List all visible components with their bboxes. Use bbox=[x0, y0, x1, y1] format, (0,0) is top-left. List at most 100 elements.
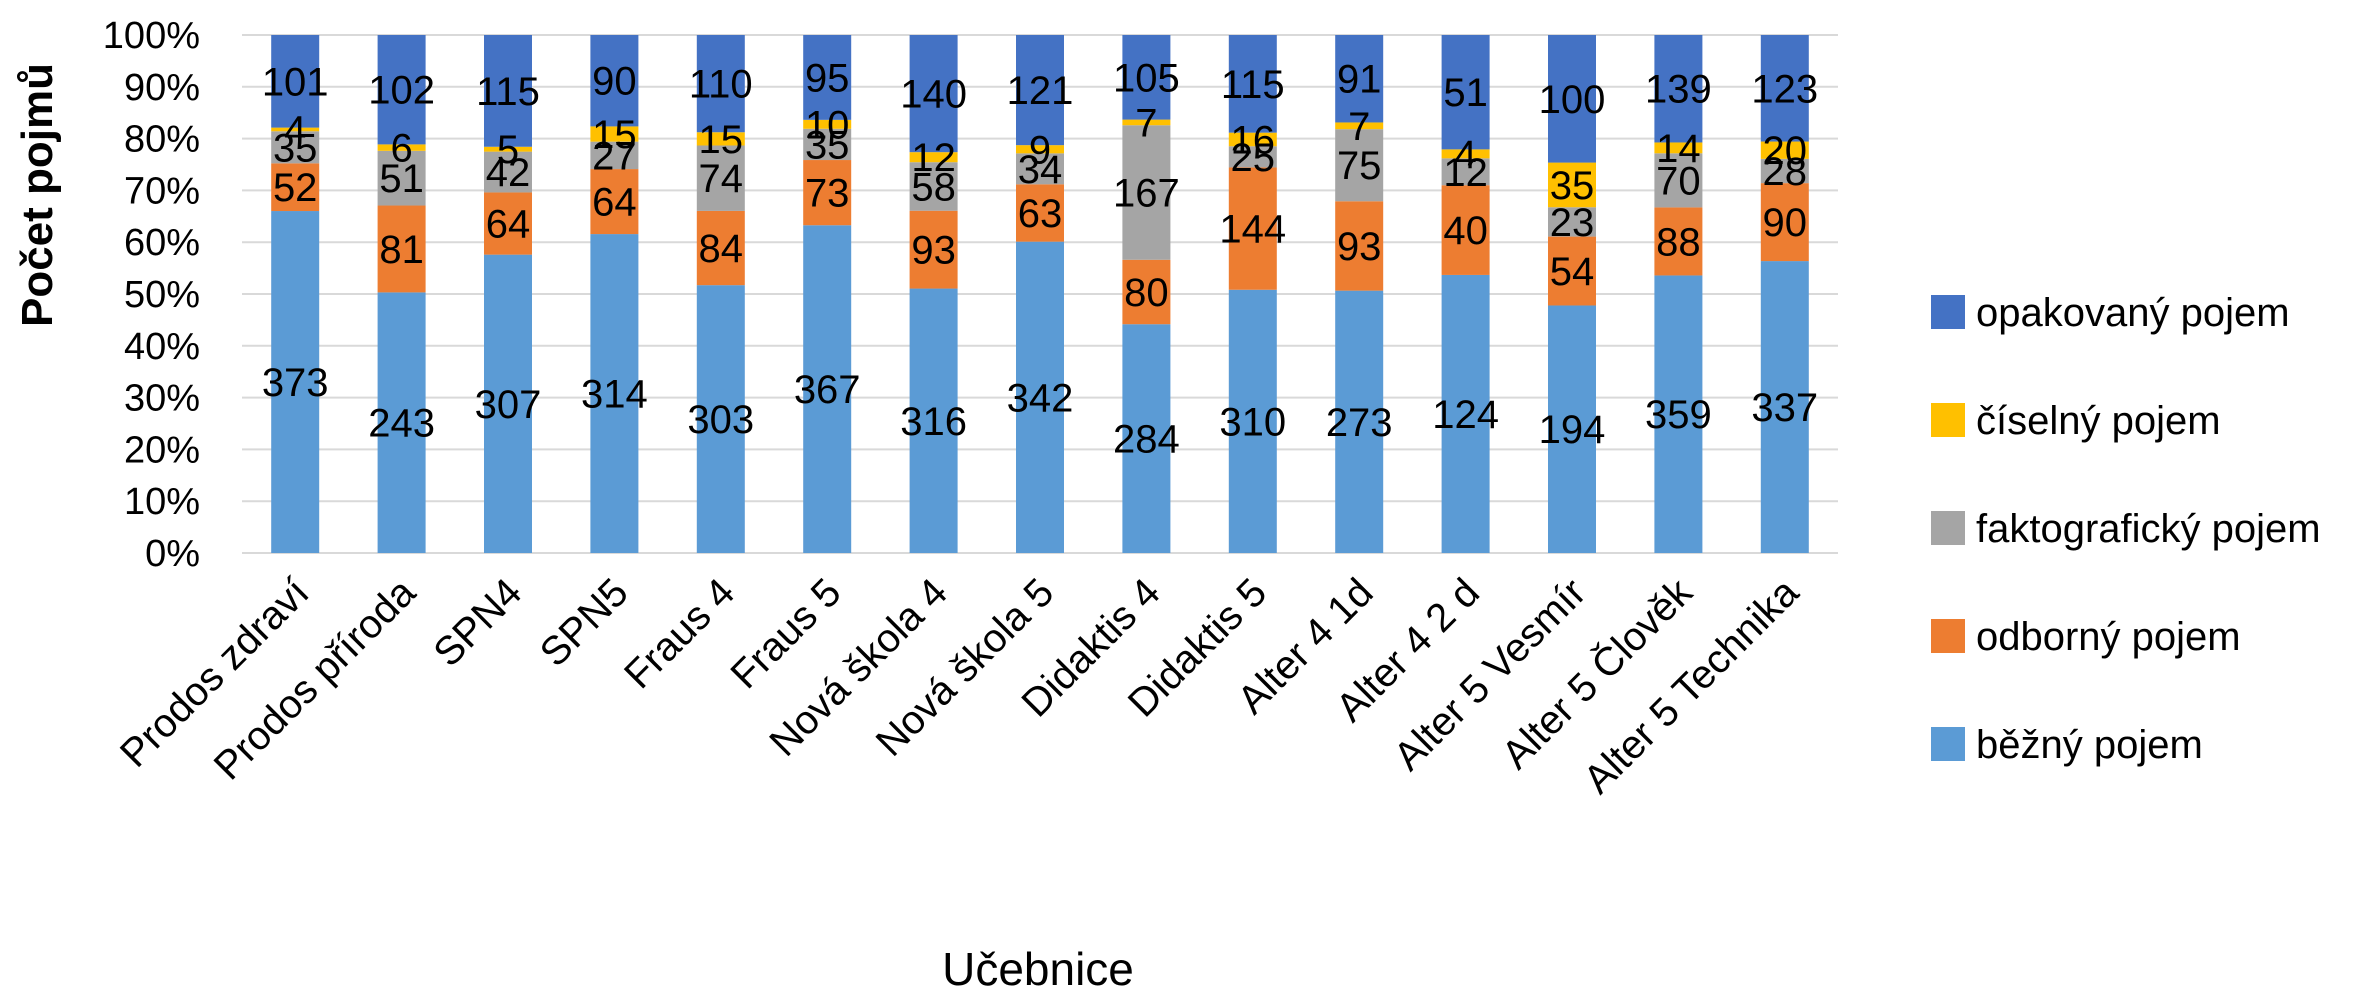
data-label: 84 bbox=[699, 227, 744, 271]
bar-segment bbox=[1016, 145, 1064, 154]
data-label: 337 bbox=[1751, 386, 1818, 430]
data-label: 35 bbox=[1550, 164, 1595, 208]
bar-segment bbox=[909, 162, 958, 211]
data-label: 5 bbox=[497, 128, 519, 172]
data-label: 4 bbox=[1454, 133, 1476, 177]
bar-segment bbox=[1016, 153, 1064, 185]
bars bbox=[271, 35, 1809, 554]
data-label: 52 bbox=[273, 166, 318, 210]
bar-segment bbox=[377, 205, 426, 293]
bar-segment bbox=[1654, 153, 1703, 208]
bar-segment bbox=[1122, 259, 1171, 325]
legend-swatch bbox=[1931, 511, 1965, 545]
bar-segment bbox=[1122, 125, 1171, 260]
y-tick-label: 10% bbox=[124, 481, 200, 523]
data-label: 63 bbox=[1018, 192, 1063, 236]
bar-segment bbox=[1228, 167, 1277, 290]
x-tick-label: SPN5 bbox=[532, 570, 637, 675]
legend-item: číselný pojem bbox=[1931, 399, 2221, 443]
data-label: 73 bbox=[805, 172, 850, 216]
data-label: 58 bbox=[911, 165, 956, 209]
data-label: 124 bbox=[1432, 393, 1499, 437]
data-label: 144 bbox=[1219, 208, 1286, 252]
x-tick-label: SPN4 bbox=[425, 570, 530, 675]
y-tick-label: 90% bbox=[124, 67, 200, 109]
legend-label: číselný pojem bbox=[1976, 399, 2221, 443]
bar-segment bbox=[590, 141, 639, 170]
bar-segment bbox=[377, 150, 426, 206]
bar-segment bbox=[1441, 274, 1490, 553]
bar-segment bbox=[909, 152, 958, 163]
bar-segment bbox=[696, 210, 745, 286]
data-label: 15 bbox=[699, 118, 744, 162]
bar-segment bbox=[377, 144, 426, 151]
bar-segment bbox=[1441, 185, 1490, 275]
data-label: 373 bbox=[262, 361, 329, 405]
bar-segment bbox=[1122, 35, 1171, 120]
y-axis-tick-labels: 0% 10% 20% 30% 40% 50% 60% 70% 80% 90% 100% bbox=[103, 15, 200, 575]
bar-segment bbox=[1548, 236, 1596, 306]
data-label: 64 bbox=[592, 181, 637, 225]
bar-segment bbox=[1335, 201, 1384, 291]
data-label: 243 bbox=[368, 402, 435, 446]
legend-item: běžný pojem bbox=[1931, 723, 2203, 767]
legend-label: faktografický pojem bbox=[1976, 507, 2321, 551]
y-tick-label: 20% bbox=[124, 429, 200, 471]
data-label: 9 bbox=[1029, 128, 1051, 172]
data-label: 12 bbox=[911, 136, 956, 180]
data-label: 123 bbox=[1751, 67, 1818, 111]
data-label: 88 bbox=[1656, 220, 1701, 264]
data-label: 35 bbox=[805, 123, 850, 167]
x-tick-label: Alter 5 Vesmír bbox=[1386, 570, 1595, 779]
data-label: 42 bbox=[486, 151, 531, 195]
data-label: 10 bbox=[805, 103, 850, 147]
data-label: 316 bbox=[900, 400, 967, 444]
bar-segment bbox=[803, 119, 852, 129]
bar-segment bbox=[803, 35, 852, 120]
data-label: 102 bbox=[368, 69, 435, 113]
bar-segment bbox=[271, 127, 320, 132]
bar-segment bbox=[1760, 141, 1809, 159]
legend-swatch bbox=[1931, 727, 1965, 761]
data-label: 75 bbox=[1337, 144, 1382, 188]
data-label: 54 bbox=[1550, 250, 1595, 294]
data-label: 93 bbox=[1337, 225, 1382, 269]
bar-segment bbox=[271, 211, 320, 553]
bar-segment bbox=[1122, 324, 1171, 553]
y-tick-label: 70% bbox=[124, 170, 200, 212]
bar-segment bbox=[1228, 132, 1277, 147]
legend-swatch bbox=[1931, 619, 1965, 653]
bar-segment bbox=[1654, 35, 1703, 143]
bar-segment bbox=[484, 151, 532, 193]
legend-item: faktografický pojem bbox=[1931, 507, 2321, 551]
bar-segment bbox=[696, 35, 745, 133]
data-label: 27 bbox=[592, 134, 637, 178]
legend-swatch bbox=[1931, 403, 1965, 437]
legend-item: opakovaný pojem bbox=[1931, 291, 2290, 335]
y-tick-label: 60% bbox=[124, 222, 200, 264]
bar-segment bbox=[1760, 158, 1809, 184]
bar-segment bbox=[1654, 142, 1703, 154]
bar-segment bbox=[271, 163, 320, 212]
legend-label: odborný pojem bbox=[1976, 615, 2241, 659]
data-labels: 3735235410124381516102307644251153146427… bbox=[262, 56, 1818, 461]
bar-segment bbox=[1760, 183, 1809, 262]
legend-swatch bbox=[1931, 295, 1965, 329]
bar-segment bbox=[909, 35, 958, 153]
data-label: 105 bbox=[1113, 56, 1180, 100]
bar-segment bbox=[1548, 35, 1596, 163]
bar-segment bbox=[1441, 149, 1490, 159]
data-label: 342 bbox=[1007, 376, 1074, 420]
data-label: 12 bbox=[1443, 151, 1488, 195]
y-tick-label: 100% bbox=[103, 15, 200, 57]
data-label: 51 bbox=[379, 157, 424, 201]
bar-segment bbox=[909, 288, 958, 553]
bar-segment bbox=[271, 35, 320, 128]
bar-segment bbox=[1228, 289, 1277, 553]
y-tick-label: 30% bbox=[124, 378, 200, 420]
legend: opakovaný pojem číselný pojem faktografick… bbox=[1931, 291, 2321, 767]
legend-label: běžný pojem bbox=[1976, 723, 2203, 767]
data-label: 303 bbox=[687, 398, 754, 442]
data-label: 95 bbox=[805, 56, 850, 100]
